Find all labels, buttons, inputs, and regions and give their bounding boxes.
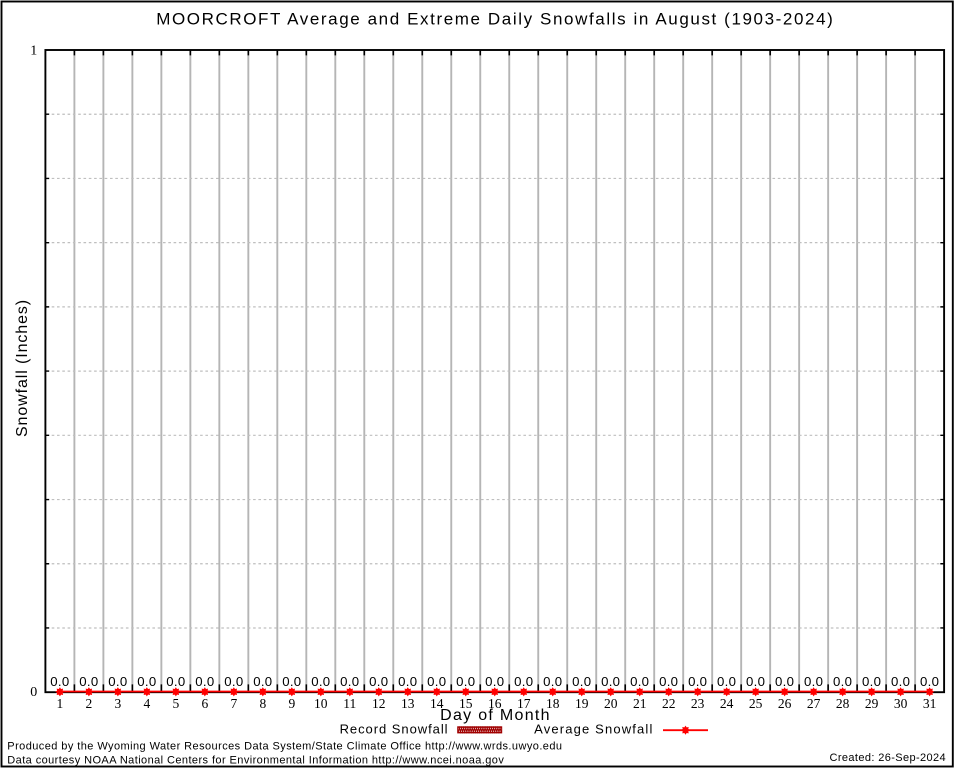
svg-text:MOORCROFT Average and Extreme: MOORCROFT Average and Extreme Daily Snow…	[156, 10, 834, 29]
svg-text:0.0: 0.0	[311, 674, 330, 689]
svg-text:0.0: 0.0	[746, 674, 765, 689]
svg-text:5: 5	[172, 696, 179, 711]
svg-text:11: 11	[343, 696, 356, 711]
svg-text:0.0: 0.0	[224, 674, 243, 689]
svg-text:3: 3	[115, 696, 122, 711]
svg-text:21: 21	[633, 696, 647, 711]
svg-text:0.0: 0.0	[862, 674, 881, 689]
svg-text:Created: 26-Sep-2024: Created: 26-Sep-2024	[830, 752, 946, 764]
svg-text:17: 17	[517, 696, 531, 711]
svg-text:4: 4	[143, 696, 150, 711]
svg-text:0.0: 0.0	[79, 674, 98, 689]
svg-text:1: 1	[57, 696, 64, 711]
svg-text:28: 28	[836, 696, 850, 711]
svg-text:25: 25	[749, 696, 763, 711]
svg-text:0.0: 0.0	[543, 674, 562, 689]
svg-text:Record Snowfall: Record Snowfall	[340, 722, 449, 737]
svg-text:12: 12	[372, 696, 386, 711]
svg-text:31: 31	[923, 696, 937, 711]
svg-text:0.0: 0.0	[601, 674, 620, 689]
svg-text:0.0: 0.0	[572, 674, 591, 689]
svg-text:27: 27	[807, 696, 821, 711]
svg-text:0.0: 0.0	[717, 674, 736, 689]
svg-text:30: 30	[894, 696, 908, 711]
svg-text:16: 16	[488, 696, 502, 711]
svg-text:0.0: 0.0	[369, 674, 388, 689]
svg-text:6: 6	[201, 696, 208, 711]
svg-text:8: 8	[259, 696, 266, 711]
svg-text:Day of Month: Day of Month	[440, 707, 551, 724]
svg-text:24: 24	[720, 696, 734, 711]
svg-text:23: 23	[691, 696, 705, 711]
svg-text:15: 15	[459, 696, 473, 711]
svg-text:Data courtesy NOAA National Ce: Data courtesy NOAA National Centers for …	[7, 754, 504, 766]
svg-text:0.0: 0.0	[775, 674, 794, 689]
svg-text:0.0: 0.0	[253, 674, 272, 689]
svg-text:0.0: 0.0	[630, 674, 649, 689]
svg-text:0.0: 0.0	[833, 674, 852, 689]
svg-text:29: 29	[865, 696, 879, 711]
svg-text:22: 22	[662, 696, 676, 711]
svg-text:1: 1	[30, 43, 37, 58]
svg-text:0.0: 0.0	[920, 674, 939, 689]
svg-text:0.0: 0.0	[108, 674, 127, 689]
svg-text:26: 26	[778, 696, 792, 711]
svg-text:0.0: 0.0	[659, 674, 678, 689]
svg-text:18: 18	[546, 696, 560, 711]
svg-text:7: 7	[230, 696, 237, 711]
svg-text:0.0: 0.0	[137, 674, 156, 689]
svg-text:0: 0	[30, 685, 37, 700]
svg-text:0.0: 0.0	[340, 674, 359, 689]
svg-text:0.0: 0.0	[398, 674, 417, 689]
svg-text:Produced by the Wyoming Water: Produced by the Wyoming Water Resources …	[7, 740, 562, 752]
svg-text:14: 14	[430, 696, 444, 711]
svg-text:20: 20	[604, 696, 618, 711]
svg-text:0.0: 0.0	[514, 674, 533, 689]
svg-text:0.0: 0.0	[166, 674, 185, 689]
svg-text:0.0: 0.0	[688, 674, 707, 689]
svg-text:13: 13	[401, 696, 415, 711]
svg-text:0.0: 0.0	[195, 674, 214, 689]
svg-text:0.0: 0.0	[50, 674, 69, 689]
svg-text:10: 10	[314, 696, 328, 711]
svg-text:0.0: 0.0	[282, 674, 301, 689]
svg-text:Average Snowfall: Average Snowfall	[534, 722, 653, 737]
svg-text:2: 2	[86, 696, 93, 711]
svg-text:Snowfall (Inches): Snowfall (Inches)	[14, 299, 31, 437]
svg-text:9: 9	[288, 696, 295, 711]
svg-text:0.0: 0.0	[427, 674, 446, 689]
svg-text:0.0: 0.0	[485, 674, 504, 689]
svg-text:19: 19	[575, 696, 589, 711]
svg-text:0.0: 0.0	[456, 674, 475, 689]
svg-text:0.0: 0.0	[804, 674, 823, 689]
svg-text:0.0: 0.0	[891, 674, 910, 689]
